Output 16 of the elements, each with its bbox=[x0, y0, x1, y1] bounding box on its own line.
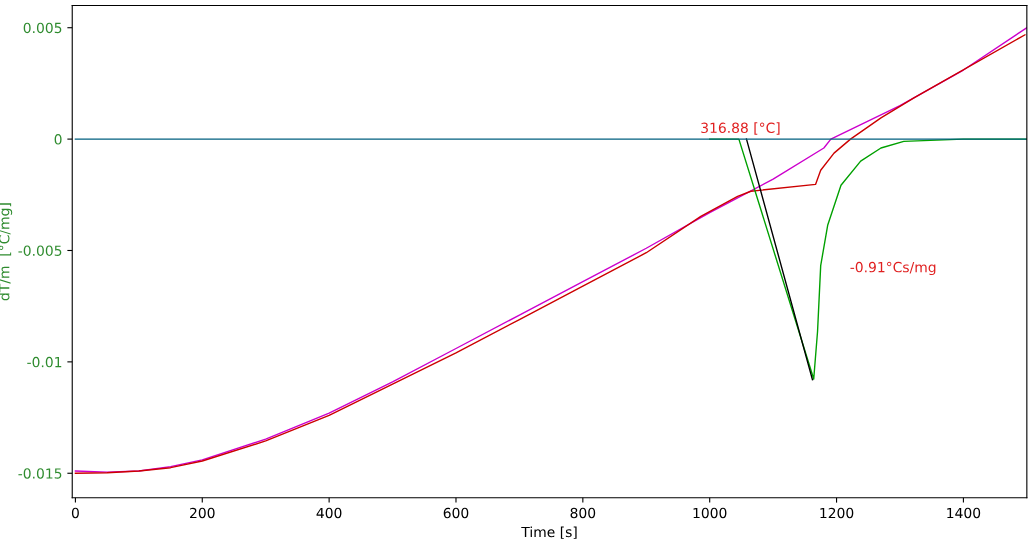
x-tick-label: 1200 bbox=[820, 507, 854, 519]
y-tick-label: -0.015 bbox=[18, 468, 62, 479]
x-tick-label: 400 bbox=[316, 507, 342, 519]
y-tick-label: -0.01 bbox=[27, 356, 62, 368]
x-tick-label: 600 bbox=[443, 507, 469, 519]
annotation: 316.88 [°C] bbox=[701, 122, 780, 135]
x-tick-label: 1000 bbox=[693, 507, 727, 519]
x-tick-label: 800 bbox=[570, 507, 596, 519]
x-axis-title: Time [s] bbox=[521, 526, 577, 539]
y-tick-label: -0.005 bbox=[18, 245, 62, 256]
x-tick-label: 200 bbox=[190, 507, 215, 519]
annotation: -0.91°Cs/mg bbox=[850, 261, 936, 276]
y-tick-label: 0 bbox=[54, 134, 62, 145]
x-tick-label: 0 bbox=[71, 507, 79, 519]
y-tick-label: 0.005 bbox=[23, 22, 62, 34]
x-tick-label: 1400 bbox=[947, 507, 981, 519]
